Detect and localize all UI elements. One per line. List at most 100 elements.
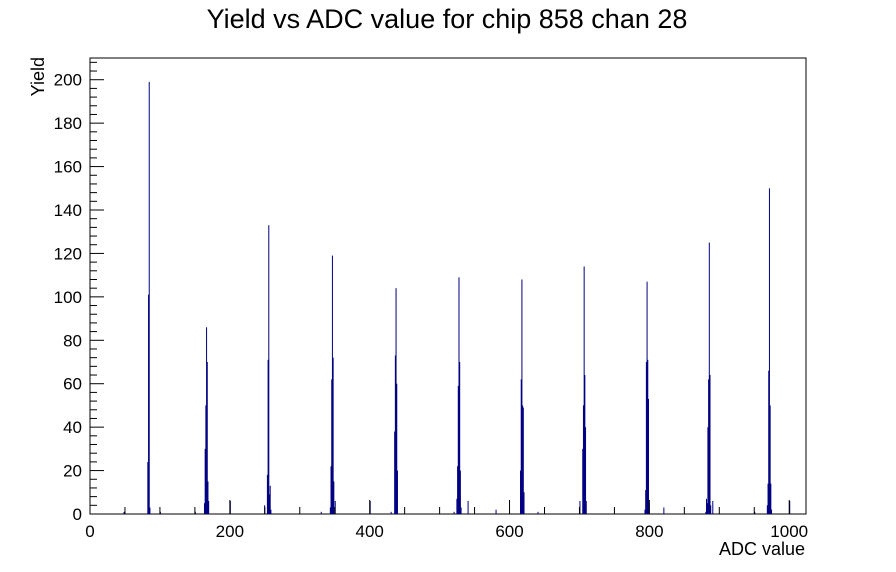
y-axis: 0 20 40 60 80 100 120 140 160 180 200 (54, 61, 104, 524)
histogram-bin (148, 81, 150, 514)
histogram-bin (148, 294, 150, 514)
histogram-bin (266, 474, 268, 514)
histogram-bin (706, 498, 708, 514)
histogram-bin (495, 509, 497, 514)
histogram-bin (582, 448, 584, 514)
histogram-bin (208, 500, 210, 514)
histogram-bin (459, 362, 461, 514)
histogram-bin (205, 405, 207, 514)
histogram-bin (537, 511, 539, 514)
y-tick-label: 40 (63, 418, 82, 437)
histogram-bin (712, 500, 714, 514)
histogram-bin (585, 500, 587, 514)
histogram-bin (769, 405, 771, 514)
histogram-bin (766, 505, 768, 514)
histogram-bin (710, 505, 712, 514)
histogram-bin (269, 485, 271, 514)
y-tick-label: 80 (63, 331, 82, 350)
y-tick-label: 200 (54, 71, 82, 90)
histogram-bin (390, 511, 392, 514)
histogram-bin (459, 470, 461, 514)
x-tick-label: 800 (635, 522, 663, 541)
x-tick-label: 200 (216, 522, 244, 541)
x-axis-label: ADC value (719, 539, 805, 559)
histogram-bin (768, 370, 770, 514)
histogram-bin (330, 466, 332, 514)
histogram-bin (644, 509, 646, 514)
histogram-bin (267, 359, 269, 514)
histogram-bin (647, 359, 649, 514)
histogram-bin (768, 188, 770, 515)
histogram-bin (203, 503, 205, 514)
histogram-bin (332, 357, 334, 514)
histogram-bin (123, 511, 125, 514)
histogram-bin (645, 490, 647, 514)
y-tick-label: 140 (54, 201, 82, 220)
histogram-bin (646, 281, 648, 514)
histogram-bin (770, 483, 772, 514)
histogram-bin (453, 511, 455, 514)
histogram-bin (647, 398, 649, 514)
histogram-bin (320, 511, 322, 514)
histogram-bin (456, 498, 458, 514)
y-tick-label: 180 (54, 114, 82, 133)
histogram-bin (333, 481, 335, 514)
histogram-bin (207, 481, 209, 514)
y-tick-label: 120 (54, 244, 82, 263)
x-tick-label: 1000 (770, 522, 808, 541)
histogram-bin (789, 500, 791, 514)
histogram-bin (268, 225, 270, 514)
histogram-bin (206, 362, 208, 514)
histogram-bin (767, 483, 769, 514)
histogram-bin (522, 405, 524, 514)
histogram-bin (584, 375, 586, 514)
histogram-bin (521, 279, 523, 514)
histogram-bin (395, 288, 397, 514)
histogram-bin (331, 379, 333, 514)
histogram-bars (123, 81, 791, 515)
histogram-bin (270, 509, 272, 514)
histogram-bin (269, 494, 270, 514)
histogram-bin (754, 511, 756, 514)
x-tick-label: 600 (495, 522, 523, 541)
histogram-bin (585, 427, 587, 514)
histogram-bin (708, 242, 710, 514)
y-tick-label: 160 (54, 158, 82, 177)
y-tick-label: 60 (63, 375, 82, 394)
histogram-bin (394, 355, 396, 514)
y-tick-label: 0 (73, 505, 82, 524)
histogram-bin (457, 466, 459, 514)
histogram-bin (334, 500, 336, 514)
histogram-bin (394, 431, 396, 514)
y-tick-label: 100 (54, 288, 82, 307)
plot-frame (89, 57, 807, 515)
chart-title: Yield vs ADC value for chip 858 chan 28 (207, 4, 688, 34)
histogram-bin (523, 492, 525, 514)
histogram-bin (582, 405, 584, 514)
histogram-bin (707, 427, 709, 514)
histogram-bin (149, 507, 151, 514)
histogram-bin (206, 327, 208, 514)
histogram-bin (522, 407, 524, 514)
histogram-bin (460, 507, 462, 514)
histogram-bin (705, 511, 707, 514)
histogram-bin (663, 507, 665, 514)
histogram-bin (706, 503, 708, 514)
x-tick-label: 0 (85, 522, 94, 541)
histogram-bin (369, 500, 371, 514)
plot-area (89, 57, 807, 515)
histogram-bin (458, 277, 460, 514)
histogram-bin (457, 385, 459, 514)
histogram-bin (771, 509, 773, 514)
histogram-bin (331, 255, 333, 514)
y-axis-label: Yield (28, 57, 48, 96)
histogram-bin (396, 383, 398, 514)
histogram-bin (329, 507, 331, 514)
histogram-bin (520, 470, 522, 514)
histogram-bin (204, 448, 206, 514)
histogram-bin (708, 379, 710, 514)
y-tick-label: 20 (63, 462, 82, 481)
histogram-bin (583, 266, 585, 514)
histogram-bin (467, 500, 469, 514)
